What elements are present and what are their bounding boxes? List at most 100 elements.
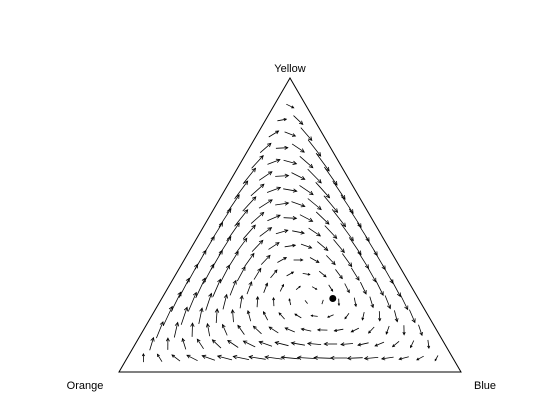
vector-arrow <box>291 143 305 153</box>
vector-arrow <box>227 250 239 269</box>
vector-arrow <box>258 199 273 209</box>
vector-arrow <box>275 229 289 235</box>
vector-arrow <box>344 313 350 320</box>
vector-arrow <box>341 253 353 268</box>
vector-arrow <box>337 298 341 307</box>
vector-arrow <box>242 167 257 184</box>
vector-arrow <box>410 340 415 349</box>
vector-arrow <box>315 182 331 199</box>
vector-arrow <box>346 355 363 361</box>
vector-arrow <box>399 294 409 311</box>
vector-arrow <box>275 173 290 178</box>
vector-arrow <box>201 354 216 361</box>
vertex-label-blue: Blue <box>474 380 496 392</box>
vector-arrow <box>226 194 240 214</box>
vector-arrow <box>331 209 347 228</box>
vector-arrow <box>221 323 228 336</box>
vector-arrow <box>317 241 329 251</box>
vector-arrow <box>268 130 280 138</box>
vector-arrow <box>173 321 180 338</box>
vector-arrow <box>236 266 246 282</box>
vector-arrow <box>350 327 360 333</box>
vector-arrow <box>360 281 367 295</box>
vector-arrow <box>316 328 328 332</box>
vector-arrow <box>315 211 330 225</box>
vector-arrow <box>299 185 314 196</box>
vector-arrow <box>196 338 204 350</box>
vector-arrow <box>296 355 316 360</box>
vector-field <box>141 103 439 363</box>
vector-arrow <box>286 103 295 109</box>
vector-arrow <box>253 267 262 280</box>
simplex-triangle <box>118 77 462 373</box>
vector-arrow <box>268 242 280 250</box>
vector-arrow <box>310 314 318 318</box>
vector-arrow <box>210 249 223 270</box>
vertex-label-yellow: Yellow <box>274 63 305 75</box>
vector-arrow <box>340 342 354 347</box>
vector-arrow <box>216 354 233 361</box>
vector-arrow <box>328 284 334 292</box>
vector-arrow <box>242 340 256 348</box>
vector-arrow <box>284 327 295 333</box>
vector-arrow <box>165 337 170 350</box>
vector-arrow <box>206 322 211 337</box>
vector-arrow <box>180 306 189 325</box>
vector-arrow <box>227 340 239 348</box>
vector-arrow <box>246 309 252 322</box>
vector-arrow <box>274 341 289 347</box>
vector-arrow <box>418 324 423 337</box>
vector-arrow <box>300 127 313 142</box>
vector-arrow <box>266 186 282 193</box>
vector-arrow <box>171 354 181 362</box>
vector-arrow <box>291 201 306 208</box>
vector-arrow <box>258 171 273 181</box>
vector-arrow <box>300 243 313 249</box>
vector-arrow <box>280 355 299 360</box>
vector-arrow <box>295 285 301 291</box>
vector-arrow <box>344 283 350 294</box>
vector-arrow <box>326 255 336 266</box>
vector-arrow <box>260 254 271 265</box>
vector-arrow <box>218 235 232 256</box>
vector-arrow <box>178 277 190 298</box>
vector-arrow <box>315 152 330 172</box>
vector-arrow <box>258 340 273 347</box>
vector-arrow <box>321 299 324 305</box>
vector-arrow <box>365 236 378 257</box>
vector-arrow <box>288 298 292 306</box>
vector-arrow <box>416 355 424 361</box>
vector-arrow <box>210 221 223 242</box>
vector-arrow <box>232 354 250 360</box>
vector-arrow <box>259 142 272 154</box>
vector-arrow <box>374 341 385 347</box>
vector-arrow <box>385 325 390 335</box>
vector-arrow <box>350 267 360 281</box>
vector-arrow <box>275 201 290 206</box>
vector-arrow <box>264 355 283 360</box>
vector-arrow <box>267 158 281 165</box>
equilibrium-point <box>329 295 337 302</box>
vector-arrow <box>262 311 269 321</box>
vector-arrow <box>367 326 375 334</box>
vector-arrow <box>307 139 322 157</box>
vector-arrow <box>163 305 173 326</box>
vector-arrow <box>156 321 164 339</box>
vector-arrow <box>323 195 339 213</box>
vector-arrow <box>300 327 312 332</box>
vector-arrow <box>329 355 347 361</box>
vector-arrow <box>242 196 257 212</box>
vector-arrow <box>243 224 256 240</box>
vector-arrow <box>259 227 273 237</box>
vector-arrow <box>229 279 237 296</box>
vector-arrow <box>267 214 281 222</box>
vector-arrow <box>250 211 265 224</box>
vector-arrow <box>278 312 285 320</box>
vector-arrow <box>361 312 365 321</box>
vector-arrow <box>234 209 249 227</box>
vector-arrow <box>398 356 409 361</box>
vector-arrow <box>299 155 314 169</box>
vector-arrow <box>323 341 338 347</box>
vector-arrow <box>340 223 354 242</box>
